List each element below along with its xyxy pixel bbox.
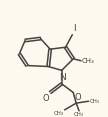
Text: O: O [43,94,49,103]
Text: O: O [74,93,81,102]
Text: N: N [59,73,66,82]
Text: CH₃: CH₃ [82,58,95,64]
Text: CH₃: CH₃ [74,112,84,117]
Text: CH₃: CH₃ [90,99,100,104]
Text: CH₃: CH₃ [53,111,64,116]
Text: I: I [73,24,76,33]
